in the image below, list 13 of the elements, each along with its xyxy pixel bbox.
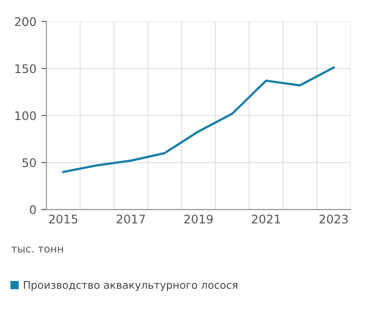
text: тыс. тонн: [11, 246, 63, 253]
line-series: [62, 66, 335, 174]
y-tick-label: 100: [15, 111, 36, 120]
legend-label: Производство аквакультурного лосося: [24, 281, 238, 291]
y-tick-label: 50: [22, 158, 36, 168]
x-tick-label: 2023: [320, 214, 348, 224]
x-tick-label: 2019: [184, 214, 213, 224]
y-tick-label: 150: [15, 64, 36, 74]
x-tick-label: 2021: [252, 214, 280, 224]
y-tick-label: 200: [14, 17, 36, 26]
x-tick-label: 2017: [116, 214, 145, 224]
y-tick-label: 0: [30, 205, 36, 214]
x-tick-label: 2015: [49, 214, 78, 224]
